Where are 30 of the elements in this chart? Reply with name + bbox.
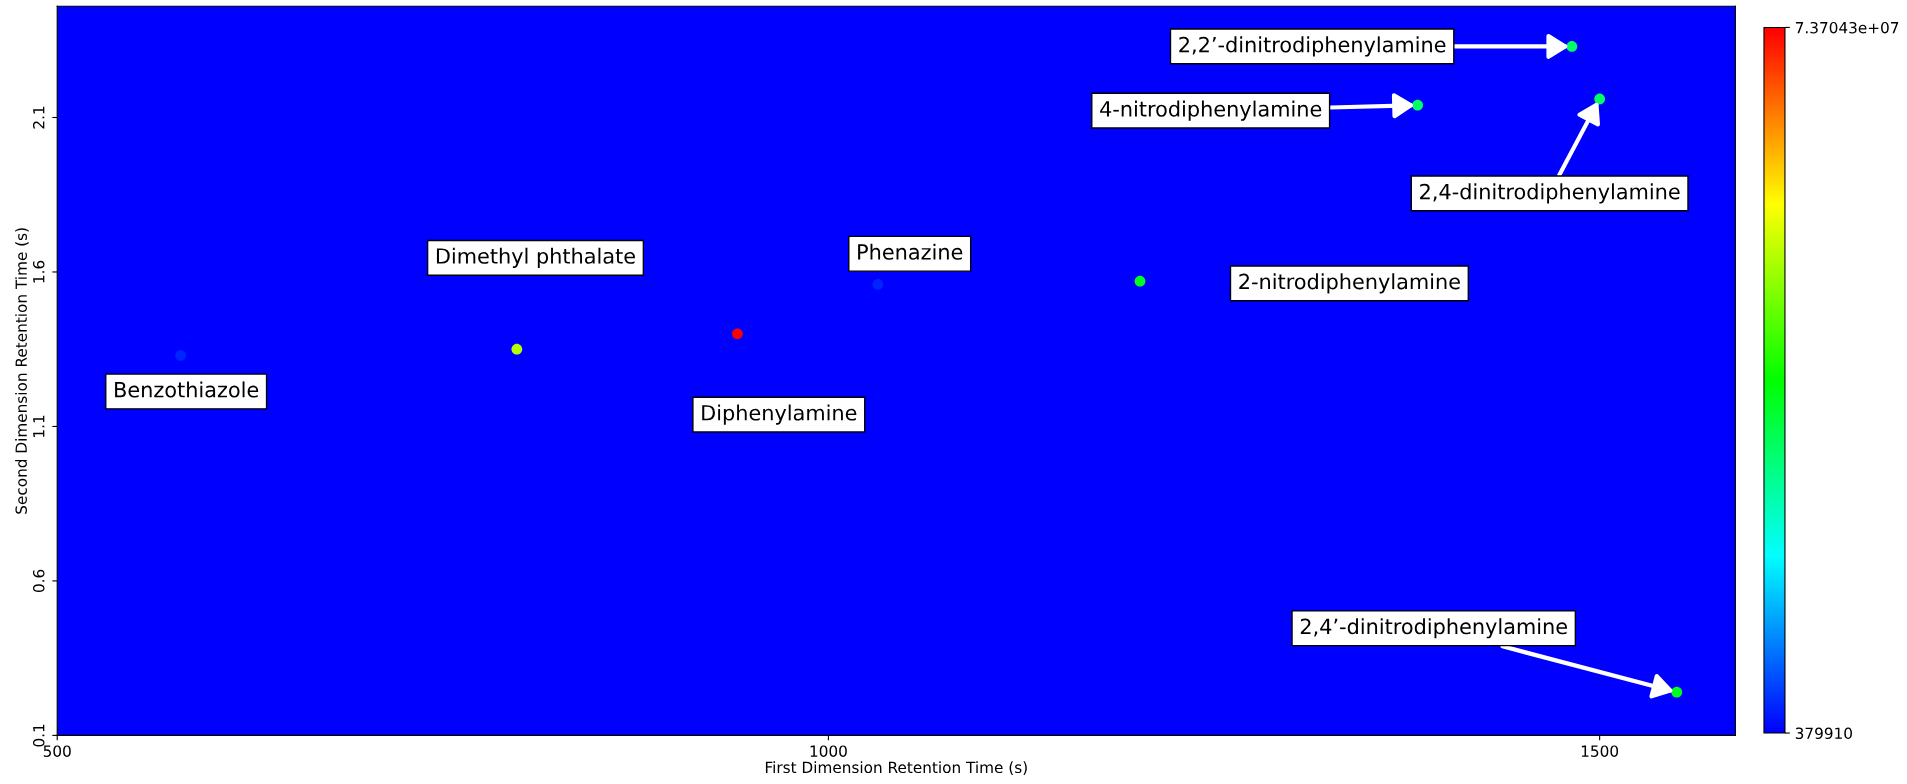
annotation: 2,4-dinitrodiphenylamine bbox=[1420, 183, 1680, 204]
annotation: 2,4’-dinitrodiphenylamine bbox=[1300, 618, 1567, 639]
annotation: Phenazine bbox=[858, 243, 963, 260]
annotation: Benzothiazole bbox=[115, 381, 259, 398]
y-axis-title: Second Dimension Retention Time (s) bbox=[15, 228, 29, 514]
point bbox=[1671, 686, 1683, 698]
x-axis-title: First Dimension Retention Time (s) bbox=[765, 761, 1027, 775]
annotation: Diphenylamine bbox=[702, 404, 857, 425]
point bbox=[1134, 275, 1146, 287]
color-bar-label: 7.37043e+07 bbox=[1795, 21, 1899, 34]
y-tick-label: 0.6 bbox=[32, 569, 45, 593]
point bbox=[732, 328, 743, 340]
annotation: 2-nitrodiphenylamine bbox=[1239, 273, 1460, 294]
point bbox=[1412, 99, 1423, 111]
x-tick-label: 1000 bbox=[810, 745, 847, 757]
point bbox=[1594, 93, 1606, 105]
point bbox=[175, 350, 186, 361]
y-tick-label: 1.1 bbox=[33, 415, 45, 437]
annotation: 4-nitrodiphenylamine bbox=[1100, 100, 1322, 121]
color-bar-label: 379910 bbox=[1795, 727, 1852, 740]
x-tick-label: 500 bbox=[43, 745, 71, 757]
point bbox=[511, 343, 523, 355]
y-tick-label: 0.1 bbox=[32, 724, 45, 747]
point bbox=[1566, 41, 1578, 52]
y-tick-label: 2.1 bbox=[32, 106, 45, 129]
point bbox=[872, 278, 884, 290]
x-tick-label: 1500 bbox=[1581, 745, 1619, 757]
annotation: Dimethyl phthalate bbox=[436, 247, 635, 268]
annotation: 2,2’-dinitrodiphenylamine bbox=[1179, 36, 1446, 57]
y-tick-label: 1.6 bbox=[32, 260, 45, 283]
